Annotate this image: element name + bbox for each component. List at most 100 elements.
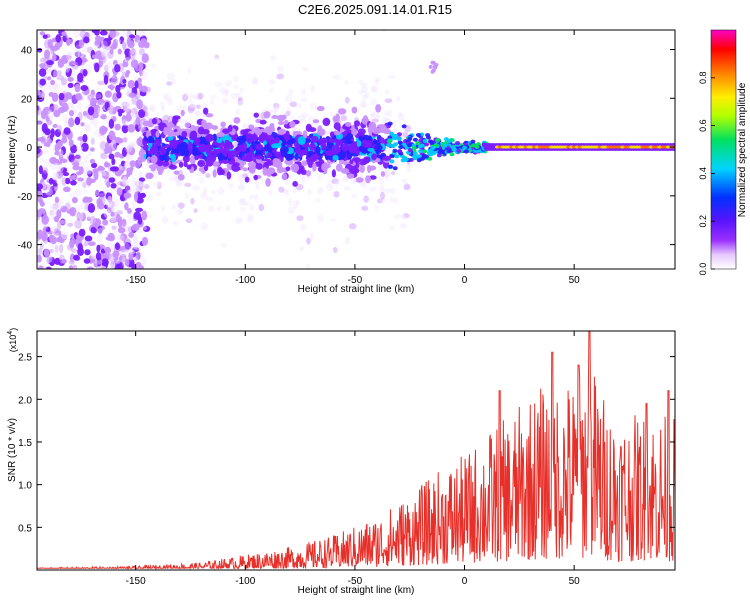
heat-cell	[273, 102, 280, 109]
heat-cell	[40, 57, 47, 63]
heat-cell	[80, 122, 85, 127]
heat-cell	[191, 184, 200, 191]
heat-cell	[184, 122, 191, 129]
heat-cell	[162, 92, 169, 100]
heat-cell	[57, 124, 63, 133]
heat-cell	[85, 164, 93, 175]
heat-cell	[241, 201, 250, 206]
heat-cell	[124, 48, 132, 57]
heat-cell	[416, 154, 422, 159]
heat-cell	[121, 218, 127, 228]
heat-cell	[116, 187, 123, 196]
heat-cell	[247, 161, 257, 168]
heat-cell	[172, 116, 178, 125]
heat-cell	[147, 135, 155, 144]
spectrogram-panel: -150 -100 -50 0 50 -40 -20 0 20 40 Height of stra…	[7, 29, 676, 295]
heat-cell	[82, 69, 88, 77]
heat-cell	[182, 93, 189, 102]
heat-cell	[310, 135, 319, 143]
heat-cell	[422, 138, 428, 143]
heat-cell	[75, 44, 81, 49]
heat-cell	[138, 123, 146, 132]
heat-cell	[126, 167, 134, 173]
heat-cell	[332, 246, 338, 254]
heat-cell	[114, 264, 121, 269]
heat-cell	[175, 179, 182, 188]
heat-cell	[87, 241, 96, 247]
heat-cell	[151, 117, 158, 125]
heat-cell	[99, 148, 105, 157]
heat-cell	[108, 177, 116, 183]
heat-cell	[121, 147, 128, 158]
heat-cell	[403, 183, 411, 191]
heat-cell	[111, 225, 117, 230]
heat-cell	[186, 164, 192, 170]
heat-cell	[63, 127, 71, 135]
heat-cell	[69, 109, 75, 117]
heat-cell	[333, 122, 341, 131]
colorbar-label: Normalized spectral amplitude	[737, 82, 748, 217]
heat-cell	[97, 227, 104, 237]
spectrogram-heatmap	[37, 30, 675, 269]
colorbar: 0.0 0.2 0.4 0.6 0.8 Normalized spectral ampl…	[698, 29, 748, 275]
heat-cell	[103, 74, 109, 85]
heat-cell	[378, 164, 384, 172]
heat-cell	[287, 106, 292, 113]
heat-cell	[263, 111, 271, 119]
heat-cell	[274, 137, 280, 144]
heat-cell	[77, 72, 84, 83]
heat-cell	[81, 142, 89, 152]
heat-cell	[262, 166, 268, 176]
x-tick-label: -50	[348, 576, 363, 587]
heat-cell	[305, 170, 311, 177]
heat-cell	[122, 78, 127, 84]
heat-cell	[195, 109, 200, 118]
heat-cell	[418, 149, 424, 154]
heat-cell	[389, 196, 395, 203]
heat-cell	[37, 124, 41, 130]
heat-cell	[397, 140, 403, 145]
heat-cell	[332, 115, 338, 123]
heat-cell	[120, 160, 126, 167]
heat-cell	[398, 112, 403, 117]
heat-cell	[388, 164, 394, 169]
y-tick-label: 0	[26, 143, 32, 154]
heat-cell	[332, 74, 341, 80]
heat-cell	[254, 129, 262, 136]
heat-cell	[166, 125, 173, 131]
heat-cell	[333, 190, 340, 198]
heat-cell	[171, 78, 176, 85]
heat-cell	[64, 64, 71, 70]
heat-cell	[60, 167, 68, 173]
heat-cell	[66, 209, 75, 215]
heat-cell	[39, 156, 45, 163]
heat-cell	[52, 104, 59, 111]
heat-cell	[190, 197, 195, 205]
heat-cell	[100, 49, 108, 58]
heat-cell	[83, 206, 88, 212]
heat-cell	[54, 228, 59, 234]
heat-cell	[206, 149, 213, 157]
heat-cell	[134, 34, 141, 43]
spectrogram-xlabel: Height of straight line (km)	[298, 284, 415, 295]
heat-cell	[141, 225, 147, 231]
heat-cell	[288, 88, 294, 96]
heat-cell	[216, 166, 223, 176]
heat-cell	[104, 90, 112, 98]
heat-cell	[116, 91, 122, 99]
heat-cell	[317, 128, 326, 136]
heat-cell	[340, 168, 350, 174]
heat-cell	[392, 166, 398, 171]
heat-cell	[124, 241, 132, 250]
heat-cell	[59, 149, 64, 157]
heat-cell	[89, 216, 97, 226]
heat-cell	[37, 142, 40, 147]
heat-cell	[100, 213, 108, 220]
heat-cell	[69, 192, 77, 198]
heat-cell	[128, 232, 135, 238]
heat-cell	[121, 237, 129, 242]
chart-title: C2E6.2025.091.14.01.R15	[298, 2, 452, 17]
heat-cell	[310, 85, 316, 93]
heat-cell	[422, 149, 428, 154]
heat-cell	[284, 189, 289, 197]
